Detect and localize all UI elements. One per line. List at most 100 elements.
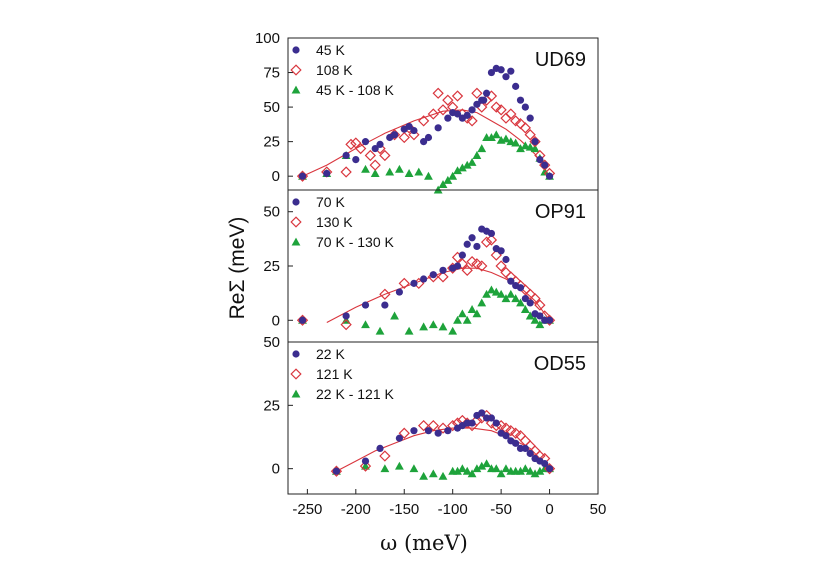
- data-point: [453, 166, 462, 175]
- data-point: [458, 251, 466, 259]
- data-point: [487, 229, 496, 238]
- data-point: [526, 114, 534, 122]
- data-point: [414, 167, 424, 176]
- data-point: [355, 142, 367, 155]
- y-axis-title: ReΣ (meV): [226, 217, 249, 320]
- panel-frame: [287, 341, 599, 495]
- data-point: [535, 320, 545, 329]
- data-point: [478, 409, 486, 417]
- y-tick-label: 25: [263, 397, 280, 414]
- data-point: [496, 289, 506, 298]
- data-point: [380, 464, 390, 473]
- data-point: [516, 96, 525, 104]
- data-point: [359, 460, 372, 472]
- legend-entry: 70 K - 130 K: [316, 234, 394, 250]
- panel-label: OP91: [535, 201, 586, 223]
- data-point: [501, 294, 511, 303]
- panel-ud69: 0 25 50 75 100 UD69 45 K 108 K 45 K - 108 K: [255, 30, 599, 194]
- data-point: [516, 284, 525, 292]
- legend-entry: 70 K: [316, 194, 345, 210]
- data-point: [361, 301, 370, 309]
- y-tick-label: 0: [272, 168, 280, 185]
- data-point: [395, 461, 404, 470]
- data-point: [298, 172, 307, 180]
- data-point: [472, 151, 482, 159]
- data-point: [385, 167, 395, 176]
- data-point: [419, 322, 429, 331]
- y-tick-label: 50: [263, 204, 280, 221]
- data-point: [438, 180, 448, 188]
- data-point: [510, 115, 522, 127]
- data-point: [371, 144, 379, 153]
- legend-marker: [290, 216, 302, 228]
- y-tick-label: 75: [263, 65, 280, 82]
- legend-entry: 108 K: [316, 62, 353, 78]
- data-point: [404, 326, 414, 335]
- data-point: [345, 138, 357, 151]
- data-point: [451, 90, 464, 102]
- data-point: [487, 68, 496, 77]
- data-point: [395, 434, 404, 442]
- data-point: [352, 156, 360, 164]
- legend-entry: 45 K - 108 K: [316, 82, 394, 98]
- data-point: [491, 130, 501, 139]
- data-point: [510, 427, 522, 439]
- legend-marker: [290, 368, 302, 380]
- data-point: [370, 169, 380, 177]
- data-point: [525, 466, 535, 475]
- data-point: [471, 258, 483, 270]
- legend-entry: 121 K: [316, 366, 353, 382]
- data-point: [467, 469, 477, 478]
- data-point: [361, 461, 370, 470]
- data-point: [453, 466, 462, 475]
- data-point: [390, 311, 399, 320]
- data-point: [516, 466, 525, 475]
- data-point: [472, 464, 482, 473]
- data-point: [511, 138, 521, 147]
- data-point: [492, 419, 500, 427]
- data-point: [521, 444, 529, 452]
- data-point: [424, 171, 433, 180]
- data-point: [410, 126, 418, 135]
- legend-marker: [292, 46, 300, 54]
- x-axis-title: ω (meV): [380, 531, 468, 555]
- data-point: [409, 464, 419, 473]
- data-point: [477, 298, 487, 307]
- data-point: [473, 242, 481, 251]
- data-point: [531, 138, 539, 146]
- data-point: [405, 122, 413, 131]
- data-point: [482, 289, 491, 298]
- data-point: [540, 167, 550, 176]
- data-point: [437, 271, 449, 283]
- data-point: [519, 122, 531, 134]
- data-point: [520, 464, 530, 473]
- data-point: [530, 315, 540, 324]
- data-point: [428, 320, 438, 329]
- data-point: [473, 100, 481, 108]
- data-point: [536, 312, 544, 320]
- data-point: [395, 288, 404, 296]
- data-point: [398, 131, 410, 144]
- panel-label: UD69: [535, 49, 586, 71]
- legend-entry: 22 K: [316, 346, 345, 362]
- data-point: [453, 110, 462, 118]
- data-point: [381, 301, 389, 309]
- data-point: [342, 312, 350, 320]
- data-point: [332, 467, 341, 475]
- panel-label: OD55: [534, 353, 586, 375]
- data-point: [520, 305, 530, 313]
- data-point: [438, 471, 448, 480]
- data-point: [507, 67, 515, 75]
- legend-marker: [291, 389, 301, 398]
- data-point: [477, 144, 487, 153]
- data-point: [453, 315, 462, 324]
- data-point: [506, 289, 516, 298]
- x-tick-label: 50: [590, 501, 607, 518]
- data-point: [444, 114, 452, 122]
- data-point: [467, 305, 477, 313]
- data-point: [429, 271, 437, 279]
- data-point: [511, 294, 521, 303]
- chart-panels: 0 25 50 75 100 UD69 45 K 108 K 45 K - 108 K 0 25 50…: [255, 30, 599, 495]
- data-point: [438, 322, 448, 331]
